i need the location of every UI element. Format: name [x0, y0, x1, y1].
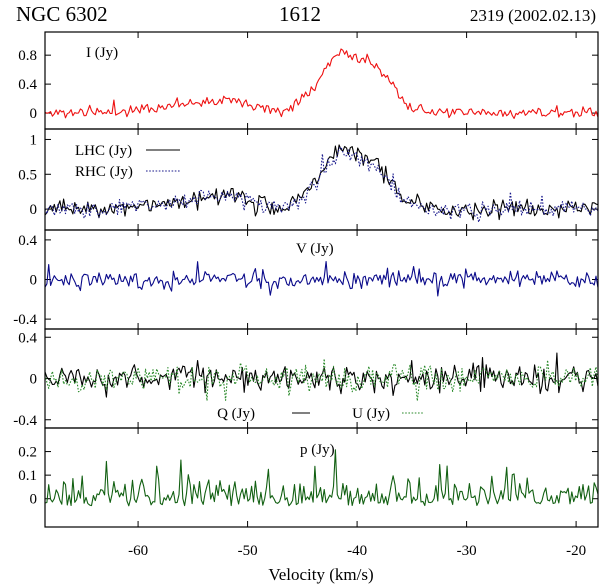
series-I-line [45, 48, 598, 119]
source-title: NGC 6302 [16, 2, 108, 26]
series-RHC-line [45, 146, 598, 223]
y-tick-label: 0.4 [18, 77, 37, 93]
series-U-line [45, 358, 598, 402]
legend-Q-label: Q (Jy) [217, 406, 255, 422]
y-tick-label: 0.5 [18, 167, 37, 183]
y-tick-label: -0.4 [13, 413, 37, 429]
y-tick-label: 0 [30, 106, 38, 122]
panel-LR: 0 0.5 1 LHC (Jy) RHC (Jy) [18, 128, 599, 231]
y-tick-label: 0.4 [18, 330, 37, 346]
y-tick-label: 1 [30, 132, 38, 148]
y-tick-label: 0 [30, 372, 38, 388]
y-tick-label: 0.2 [18, 445, 37, 461]
x-tick-label: -30 [457, 543, 477, 559]
series-p-line [45, 449, 598, 507]
x-tick-label: -40 [347, 543, 367, 559]
series-V-line [45, 260, 598, 297]
panel-p-label: p (Jy) [300, 442, 335, 458]
panel-I-label: I (Jy) [86, 45, 118, 61]
observation-label: 2319 (2002.02.13) [470, 6, 596, 25]
panel-p: 0 0.1 0.2 p (Jy) [18, 427, 599, 528]
y-tick-label: 0.8 [18, 48, 37, 64]
legend-U-label: U (Jy) [352, 406, 390, 422]
panel-V-label: V (Jy) [296, 241, 334, 257]
y-tick-label: 0 [30, 273, 38, 289]
x-tick-label: -20 [566, 543, 586, 559]
panel-QU: -0.4 0 0.4 Q (Jy) U (Jy) [13, 328, 599, 429]
panel-I: 0 0.4 0.8 I (Jy) [18, 31, 599, 130]
x-axis-label: Velocity (km/s) [268, 565, 373, 584]
legend-LHC-label: LHC (Jy) [75, 143, 132, 159]
panel-V: -0.4 0 0.4 V (Jy) [13, 229, 599, 330]
x-tick-label: -50 [238, 543, 258, 559]
y-tick-label: 0.4 [18, 233, 37, 249]
legend-RHC-label: RHC (Jy) [75, 164, 133, 180]
series-Q-line [45, 352, 598, 398]
y-tick-label: -0.4 [13, 312, 37, 328]
y-tick-label: 0.1 [18, 468, 37, 484]
x-tick-label: -60 [128, 543, 148, 559]
frequency-title: 1612 [279, 2, 321, 26]
y-tick-label: 0 [30, 202, 38, 218]
y-tick-label: 0 [30, 492, 38, 508]
panel-frame [44, 427, 599, 528]
